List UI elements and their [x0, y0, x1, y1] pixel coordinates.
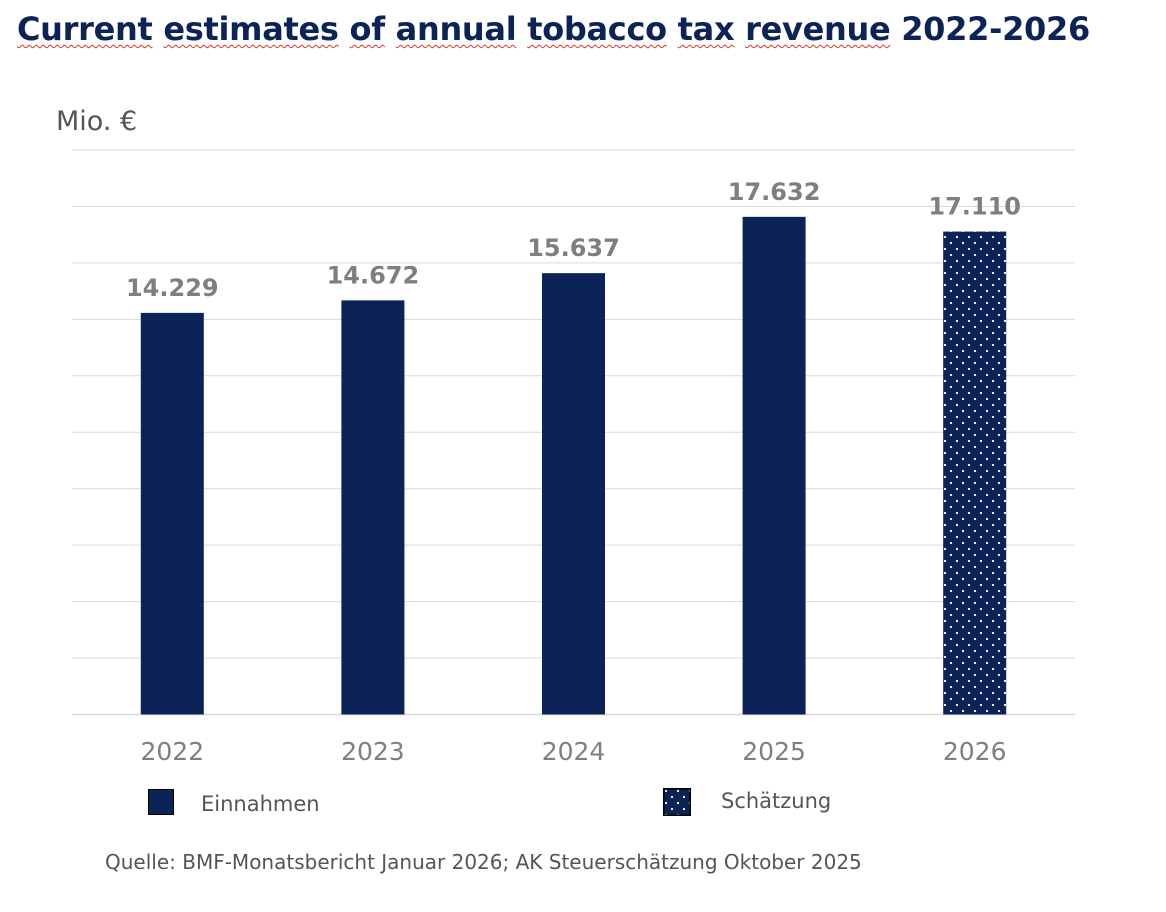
value-label: 17.632 — [728, 178, 821, 206]
value-label: 17.110 — [928, 193, 1021, 221]
x-tick-labels: 2022 2023 2024 2025 2026 — [140, 737, 1006, 766]
y-axis-unit-label: Mio. € — [56, 106, 138, 137]
value-label: 15.637 — [527, 234, 620, 262]
value-label: 14.229 — [126, 274, 219, 302]
bar-2026 — [943, 231, 1007, 715]
source-note: Quelle: BMF-Monatsbericht Januar 2026; A… — [105, 850, 862, 874]
title-word: tobacco — [527, 10, 667, 48]
title-word: Current — [17, 10, 153, 48]
legend-swatch-solid — [148, 789, 174, 815]
title-word: 2022-2026 — [901, 10, 1090, 48]
x-tick-label: 2024 — [542, 737, 606, 766]
bars — [140, 216, 1007, 715]
legend-item-einnahmen: Einnahmen — [148, 788, 320, 816]
x-tick-label: 2025 — [742, 737, 806, 766]
value-label: 14.672 — [327, 261, 420, 289]
bar-2025 — [742, 216, 806, 715]
title-word: annual — [395, 10, 517, 48]
legend-label: Schätzung — [721, 789, 832, 813]
bar-2022 — [140, 312, 204, 715]
bar-2023 — [341, 300, 405, 715]
title-word: estimates — [163, 10, 339, 48]
legend-label: Einnahmen — [201, 792, 320, 816]
chart-title: Current estimates of annual tobacco tax … — [17, 10, 1090, 48]
legend-swatch-dotted — [663, 788, 691, 816]
value-labels: 14.229 14.672 15.637 17.632 17.110 — [126, 178, 1021, 302]
title-word: revenue — [745, 10, 891, 48]
x-tick-label: 2023 — [341, 737, 405, 766]
x-tick-label: 2026 — [943, 737, 1007, 766]
title-word: tax — [677, 10, 735, 48]
x-tick-label: 2022 — [140, 737, 204, 766]
title-word: of — [349, 10, 386, 48]
bar-2024 — [542, 273, 605, 715]
legend-item-schaetzung: Schätzung — [663, 788, 831, 816]
